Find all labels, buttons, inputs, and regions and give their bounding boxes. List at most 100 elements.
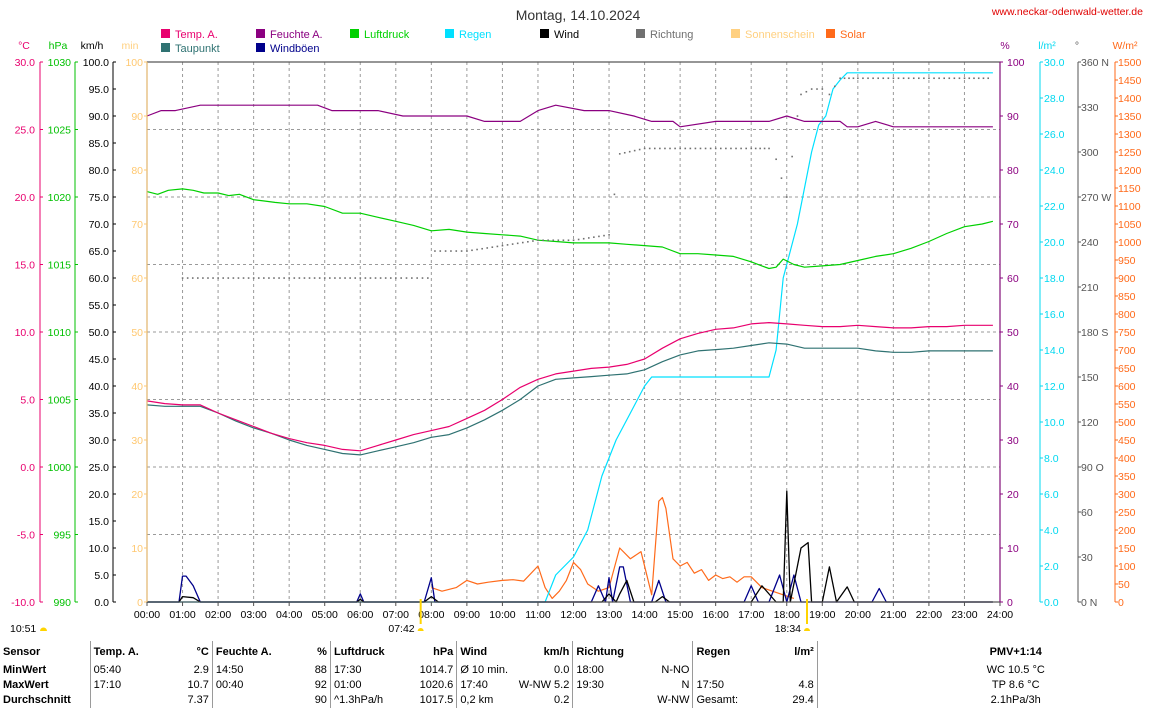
temp-avg-value: 7.37 — [187, 694, 209, 706]
axis-label-direction: 360 N — [1081, 57, 1109, 69]
direction-dot — [521, 241, 524, 244]
direction-dot — [633, 149, 636, 152]
direction-dot — [288, 277, 291, 279]
temp-avg-time — [89, 693, 153, 708]
axis-label-rain: 10.0 — [1044, 417, 1065, 429]
grid — [147, 62, 1000, 602]
series-line-2 — [146, 104, 993, 128]
axis-label-direction: 330 — [1081, 102, 1099, 114]
axis-label-sun: 60 — [131, 273, 143, 285]
axis-label-direction: 60 — [1081, 507, 1093, 519]
direction-dot — [982, 77, 985, 80]
direction-dot — [527, 240, 529, 243]
direction-dot — [511, 243, 514, 245]
axis-unit-solar: W/m² — [1112, 40, 1138, 52]
axis-label-solar: 1100 — [1118, 201, 1141, 213]
axis-label-solar: 1150 — [1118, 183, 1141, 195]
wind-avg-value: 0.2 — [554, 694, 570, 706]
axis-label-solar: 1350 — [1118, 111, 1142, 123]
direction-dot — [384, 277, 387, 279]
wind-min-time: Ø 10 min. — [456, 663, 511, 678]
direction-dot — [933, 77, 935, 80]
axis-label-sun: 90 — [131, 111, 143, 123]
direction-dot — [318, 277, 321, 279]
direction-dot — [313, 277, 316, 279]
direction-dot — [257, 277, 260, 279]
direction-dot — [427, 277, 429, 279]
header-pressure: Luftdruck — [329, 641, 393, 663]
legend-label: Solar — [840, 29, 866, 41]
direction-dot — [537, 239, 539, 242]
direction-dot — [669, 147, 671, 150]
direction-dot — [775, 158, 777, 161]
stats-header-row: Sensor Temp. A. °C Feuchte A. % Luftdruc… — [0, 641, 1152, 663]
x-tick-label: 07:00 — [383, 609, 409, 621]
axis-label-solar: 1250 — [1118, 147, 1142, 159]
direction-dot — [212, 277, 214, 279]
legend: Temp. A. Taupunkt Feuchte A. Windböen Luftdr… — [161, 29, 866, 55]
statistics-table: Sensor Temp. A. °C Feuchte A. % Luftdruc… — [0, 641, 1152, 711]
axis-unit-sun: min — [122, 40, 139, 52]
axis-label-pressure: 1005 — [48, 395, 72, 407]
source-link[interactable]: www.neckar-odenwald-wetter.de — [991, 6, 1143, 18]
legend-label: Taupunkt — [175, 43, 220, 55]
axis-label-rain: 0.0 — [1044, 597, 1059, 609]
direction-dot — [810, 88, 813, 90]
axis-label-pressure: 1030 — [48, 57, 72, 69]
direction-dot — [953, 77, 956, 80]
axis-label-solar: 1400 — [1118, 93, 1142, 105]
direction-dot — [501, 244, 504, 247]
axis-label-sun: 70 — [131, 219, 143, 231]
axis-label-pressure: 1015 — [48, 260, 72, 272]
direction-dot — [329, 277, 331, 279]
direction-dot — [486, 247, 489, 249]
axis-label-wind: 55.0 — [89, 300, 110, 312]
legend-label: Richtung — [650, 29, 693, 41]
direction-dot — [892, 77, 895, 80]
direction-dot — [496, 245, 499, 248]
direction-dot — [689, 147, 692, 150]
x-tick-label: 15:00 — [667, 609, 693, 621]
row-spacer — [816, 663, 880, 678]
direction-dot — [552, 239, 555, 242]
direction-dot — [400, 277, 402, 279]
direction-dot — [763, 147, 766, 150]
stats-row-max: MaxWert 17:10 10.7 00:40 92 01:00 1020.6… — [0, 678, 1152, 693]
direction-dot — [334, 277, 336, 279]
axis-label-rain: 22.0 — [1044, 201, 1065, 213]
header-sensor: Sensor — [3, 646, 41, 658]
direction-dot — [506, 244, 509, 246]
axis-label-wind: 50.0 — [89, 327, 110, 339]
direction-dot — [587, 237, 590, 239]
axis-label-humidity: 30 — [1007, 435, 1019, 447]
axis-label-solar: 850 — [1118, 291, 1136, 303]
axis-label-pressure: 1020 — [48, 192, 72, 204]
row-spacer — [816, 693, 880, 708]
axis-label-wind: 0.0 — [94, 597, 109, 609]
direction-dot — [562, 239, 565, 242]
x-tick-label: 04:00 — [276, 609, 302, 621]
chart-background — [0, 0, 1152, 641]
direction-dot — [852, 77, 855, 80]
direction-dot — [444, 250, 447, 252]
axis-label-rain: 20.0 — [1044, 237, 1065, 249]
axis-label-direction: 90 O — [1081, 462, 1104, 474]
axis-label-temp: 5.0 — [20, 395, 35, 407]
header-rain: Regen — [692, 641, 756, 663]
direction-dot — [547, 239, 549, 242]
direction-dot — [416, 277, 418, 279]
direction-dot — [745, 147, 747, 150]
direction-dot — [643, 147, 646, 150]
direction-dot — [439, 250, 442, 252]
x-tick-label: 02:00 — [205, 609, 231, 621]
direction-dot — [593, 236, 595, 238]
direction-dot — [344, 277, 346, 279]
direction-dot — [867, 77, 869, 80]
header-direction: Richtung — [572, 641, 635, 663]
direction-dot — [354, 277, 357, 279]
x-tick-label: 20:00 — [845, 609, 871, 621]
axis-label-temp: 0.0 — [20, 462, 35, 474]
axis-label-wind: 20.0 — [89, 489, 110, 501]
direction-dot — [263, 277, 265, 279]
axis-label-direction: 30 — [1081, 552, 1093, 564]
